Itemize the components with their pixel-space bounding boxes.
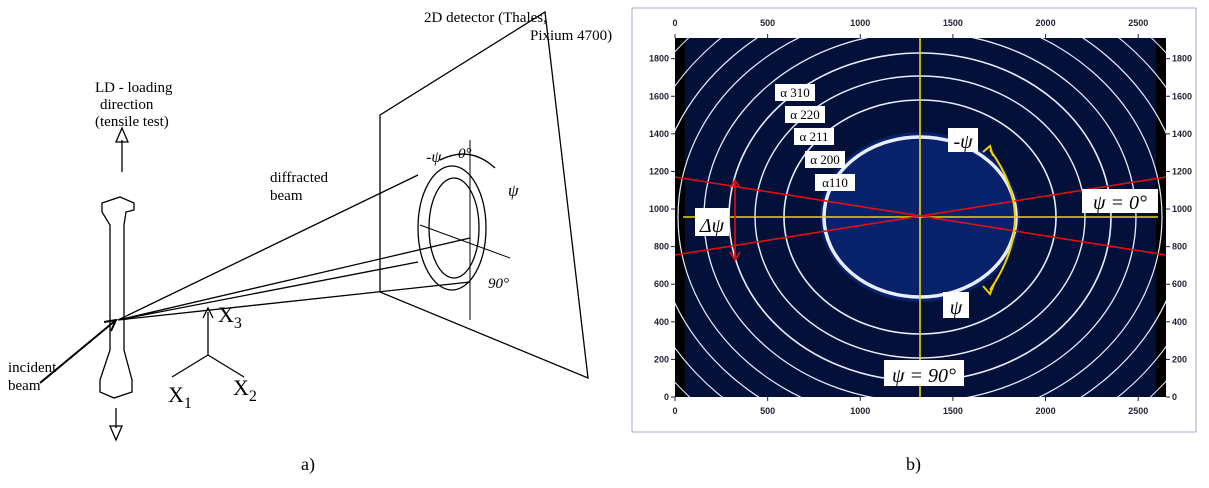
y-tick-label: 1000 — [649, 204, 669, 214]
minus-psi: -ψ — [953, 131, 973, 153]
axis-sub: 2 — [249, 388, 257, 405]
y-tick-label: 0 — [664, 392, 669, 402]
y-tick-label: 1600 — [649, 91, 669, 101]
y-tick-label: 1800 — [649, 54, 669, 64]
caption: a) — [301, 454, 315, 475]
x-tick-label: 2500 — [1128, 406, 1148, 416]
panel-a — [40, 12, 588, 440]
y-tick-label: 1600 — [1172, 91, 1192, 101]
y-tick-label: 0 — [1172, 392, 1177, 402]
ring-label: α 220 — [790, 107, 820, 122]
y-tick-label: 600 — [1172, 279, 1187, 289]
detector-label: Pixium 4700) — [530, 28, 612, 44]
y-tick-label: 1000 — [1172, 204, 1192, 214]
x-tick-label: 0 — [672, 406, 677, 416]
axis-x2: X2 — [233, 375, 257, 405]
detector-plane — [380, 12, 588, 378]
y-tick-label: 200 — [1172, 354, 1187, 364]
y-tick-label: 800 — [1172, 242, 1187, 252]
y-tick-label: 1400 — [1172, 129, 1192, 139]
x-tick-label: 2000 — [1036, 18, 1056, 28]
y-tick-label: 1200 — [1172, 166, 1192, 176]
x-tick-label: 0 — [672, 18, 677, 28]
y-tick-label: 600 — [654, 279, 669, 289]
zero-label: 0° — [458, 146, 472, 162]
y-tick-label: 400 — [654, 317, 669, 327]
ring-axes — [420, 140, 510, 320]
psi: ψ — [950, 297, 963, 319]
ld-label: LD - loading — [95, 80, 173, 96]
specimen — [100, 197, 134, 398]
axis-x1: X1 — [168, 382, 192, 412]
x-tick-label: 500 — [760, 18, 775, 28]
ring-label: α 310 — [780, 85, 810, 100]
ld-label: (tensile test) — [95, 114, 169, 130]
x-tick-label: 1500 — [943, 406, 963, 416]
axis-letter: X — [233, 375, 249, 400]
y-tick-label: 1400 — [649, 129, 669, 139]
ld-label: direction — [100, 97, 154, 113]
delta-psi: Δψ — [699, 215, 725, 237]
axis-sub: 3 — [234, 315, 242, 332]
ring-label: α110 — [822, 175, 848, 190]
x-tick-label: 2500 — [1128, 18, 1148, 28]
y-tick-label: 400 — [1172, 317, 1187, 327]
incident-label: incident — [8, 360, 57, 376]
psi-zero: ψ = 0° — [1093, 192, 1147, 214]
figure: LD - loading direction (tensile test) 2D… — [0, 0, 1209, 483]
caption: b) — [906, 454, 921, 475]
psi-label: ψ — [508, 181, 519, 200]
axis-letter: X — [218, 302, 234, 327]
y-tick-label: 1800 — [1172, 54, 1192, 64]
load-arrow-up — [116, 128, 128, 172]
x-tick-label: 1500 — [943, 18, 963, 28]
x-tick-label: 1000 — [850, 18, 870, 28]
detector-label: 2D detector (Thales, — [424, 10, 547, 26]
ring-label: α 211 — [799, 129, 828, 144]
x-tick-label: 2000 — [1036, 406, 1056, 416]
diffracted-label: diffracted — [270, 170, 329, 186]
y-tick-label: 200 — [654, 354, 669, 364]
load-arrow-down — [110, 408, 122, 440]
axis-sub: 1 — [184, 395, 192, 412]
x-tick-label: 500 — [760, 406, 775, 416]
psi-ninety: ψ = 90° — [892, 365, 956, 387]
minus-psi: -ψ — [426, 149, 442, 166]
y-tick-label: 800 — [654, 242, 669, 252]
axis-letter: X — [168, 382, 184, 407]
ring-inner — [429, 178, 479, 278]
incident-label: beam — [8, 378, 41, 394]
diffracted-label: beam — [270, 188, 303, 204]
y-tick-label: 1200 — [649, 166, 669, 176]
x-tick-label: 1000 — [850, 406, 870, 416]
ring-label: α 200 — [810, 152, 840, 167]
ninety-label: 90° — [488, 276, 509, 292]
